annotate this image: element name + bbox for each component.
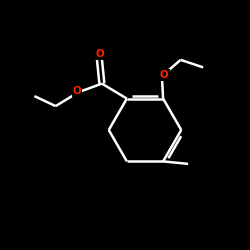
Text: O: O [95, 49, 104, 59]
Text: O: O [72, 86, 81, 96]
Text: O: O [160, 70, 169, 80]
